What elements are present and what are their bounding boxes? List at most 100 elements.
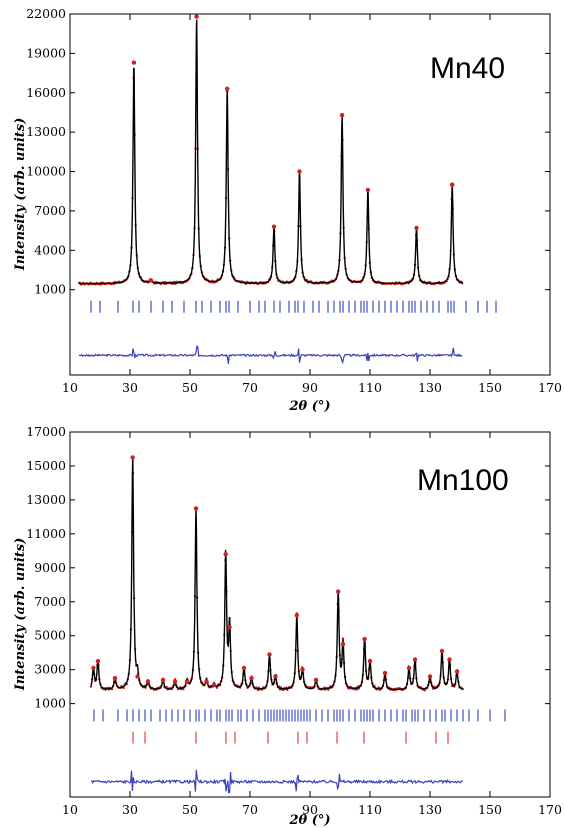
calculated-curve	[79, 19, 463, 285]
peak-point	[382, 670, 388, 676]
x-tick-label: 170	[538, 380, 562, 395]
peak-point	[204, 679, 209, 684]
peak-point	[300, 667, 305, 672]
chart-panel-mn100: 1000 3000 5000 7000 9000 11000 13000 15000 17000…	[13, 424, 562, 828]
x-tick-label: 70	[242, 802, 258, 817]
peak-point	[454, 669, 460, 674]
peak-point	[225, 86, 230, 92]
difference-curve	[90, 769, 463, 794]
peak-point	[297, 169, 302, 174]
x-tick-label: 50	[182, 380, 198, 395]
peak-point	[135, 674, 140, 679]
peak-point	[172, 679, 178, 684]
y-tick-label: 7000	[34, 203, 66, 218]
peak-point	[406, 665, 412, 671]
y-tick-label: 1000	[34, 282, 66, 297]
peak-point	[184, 679, 190, 684]
peak-point	[131, 60, 137, 65]
y-tick-label: 15000	[26, 458, 66, 473]
x-ticks: 10 30 50 70 90 110 130 150 170	[62, 432, 562, 817]
y-tick-label: 9000	[34, 560, 66, 575]
x-tick-label: 130	[418, 380, 442, 395]
y-tick-label: 10000	[26, 164, 66, 179]
x-tick-label: 150	[478, 380, 502, 395]
x-tick-label: 30	[122, 380, 138, 395]
observed-point	[215, 686, 219, 689]
peak-point	[148, 278, 154, 283]
x-tick-label: 30	[122, 802, 138, 817]
plot-frame	[69, 13, 551, 376]
x-axis-label: 2θ (°)	[288, 813, 330, 828]
reflection-ticks	[90, 300, 497, 313]
peak-point	[145, 679, 151, 684]
peak-markers	[131, 14, 455, 283]
y-axis-label: Intensity (arb. units)	[13, 118, 28, 271]
plot-frame	[69, 431, 551, 798]
x-tick-label: 10	[62, 802, 78, 817]
y-tick-label: 17000	[26, 424, 66, 439]
peak-point	[241, 665, 247, 671]
x-tick-label: 10	[62, 380, 78, 395]
reflection-ticks	[93, 709, 506, 744]
peak-point	[412, 657, 418, 662]
y-axis-label: Intensity (arb. units)	[13, 538, 28, 691]
x-tick-label: 90	[302, 802, 318, 817]
x-ticks: 10 30 50 70 90 110 130 150 170	[62, 14, 562, 395]
peak-point	[447, 657, 452, 662]
peak-point	[194, 14, 199, 19]
peak-point	[271, 224, 277, 229]
observed-point	[89, 685, 93, 688]
x-tick-label: 50	[182, 802, 198, 817]
y-tick-label: 1000	[34, 696, 66, 711]
x-tick-label: 70	[242, 380, 258, 395]
sample-label: Mn40	[430, 52, 505, 85]
y-tick-label: 22000	[26, 6, 66, 21]
chart-panel-mn40: 1000 4000 7000 10000 13000 16000 19000 22000 10…	[13, 6, 562, 414]
y-tick-label: 5000	[34, 628, 66, 643]
difference-curve	[78, 345, 463, 365]
peak-point	[427, 674, 433, 679]
y-tick-label: 13000	[26, 124, 66, 139]
y-tick-label: 13000	[26, 492, 66, 507]
x-tick-label: 130	[418, 802, 442, 817]
peak-point	[227, 625, 232, 630]
y-tick-label: 11000	[26, 526, 66, 541]
peak-point	[365, 187, 371, 193]
peak-point	[340, 642, 346, 647]
peak-point	[339, 112, 345, 118]
x-tick-label: 150	[478, 802, 502, 817]
peak-point	[130, 455, 135, 460]
calculated-curve	[90, 457, 464, 691]
y-ticks: 1000 3000 5000 7000 9000 11000 13000 15000 17000	[26, 424, 550, 711]
sample-label: Mn100	[417, 464, 509, 497]
peak-point	[211, 682, 217, 688]
peak-point	[95, 659, 101, 664]
y-ticks: 1000 4000 7000 10000 13000 16000 19000 22000	[26, 6, 550, 297]
y-tick-label: 16000	[26, 85, 66, 100]
peak-point	[362, 636, 367, 642]
peak-point	[193, 506, 199, 511]
peak-point	[267, 652, 272, 657]
peak-point	[273, 674, 278, 679]
peak-point	[160, 677, 166, 683]
peak-markers	[91, 455, 460, 688]
peak-point	[294, 613, 299, 618]
y-tick-label: 4000	[34, 242, 66, 257]
peak-point	[223, 552, 228, 557]
peak-point	[439, 648, 445, 654]
peak-point	[367, 659, 373, 664]
x-tick-label: 170	[538, 802, 562, 817]
peak-point	[91, 665, 96, 671]
peak-point	[336, 589, 341, 594]
x-tick-label: 110	[358, 802, 382, 817]
x-tick-label: 110	[358, 380, 382, 395]
peak-point	[450, 182, 455, 187]
peak-point	[313, 677, 319, 683]
peak-point	[414, 225, 419, 231]
x-tick-label: 90	[302, 380, 318, 395]
peak-point	[249, 676, 254, 681]
peak-point	[112, 676, 118, 681]
y-tick-label: 3000	[34, 662, 66, 677]
observed-point	[423, 689, 427, 692]
x-axis-label: 2θ (°)	[288, 399, 330, 414]
